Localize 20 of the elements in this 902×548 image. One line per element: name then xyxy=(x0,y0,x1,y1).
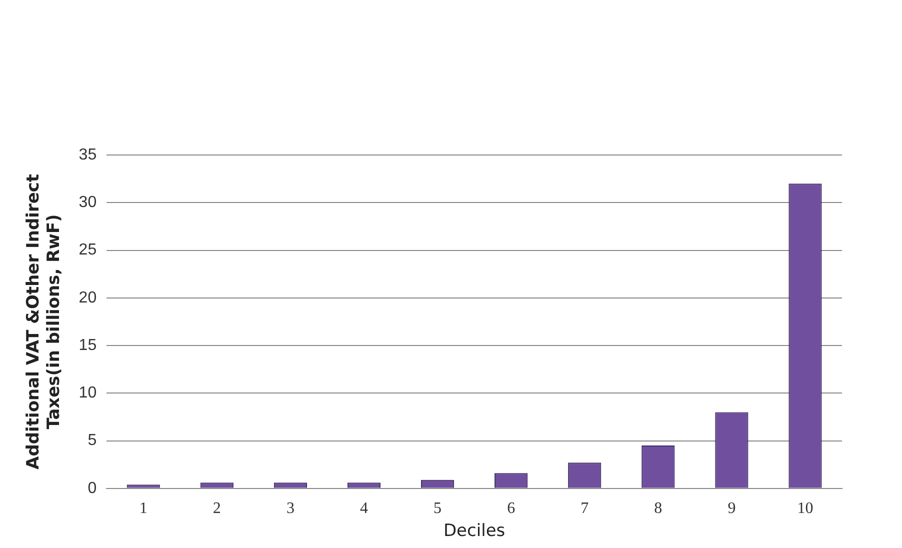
x-tick-label: 2 xyxy=(212,500,221,518)
x-tick-label: 9 xyxy=(728,500,736,518)
x-tick-label: 6 xyxy=(507,500,516,518)
y-tick-label: 25 xyxy=(78,242,97,259)
y-tick-label: 15 xyxy=(78,336,97,354)
x-tick-label: 7 xyxy=(580,500,589,518)
y-axis-title: Additional VAT &Other Indirect Taxes(in billions, RwF) xyxy=(24,174,64,470)
x-tick-label: 1 xyxy=(139,500,148,518)
y-tick-label: 30 xyxy=(78,194,97,212)
y-tick-label: 5 xyxy=(88,432,97,450)
x-tick-label: 5 xyxy=(434,500,442,518)
y-tick-label: 10 xyxy=(78,384,97,402)
x-axis-title: Deciles xyxy=(443,521,506,542)
x-tick-label: 10 xyxy=(797,500,814,518)
y-tick-label: 20 xyxy=(78,289,97,306)
y-tick-label: 35 xyxy=(78,146,97,164)
x-tick-label: 8 xyxy=(654,500,662,518)
y-tick-label: 0 xyxy=(88,480,97,497)
x-tick-label: 4 xyxy=(360,500,368,518)
x-tick-label: 3 xyxy=(286,500,294,518)
